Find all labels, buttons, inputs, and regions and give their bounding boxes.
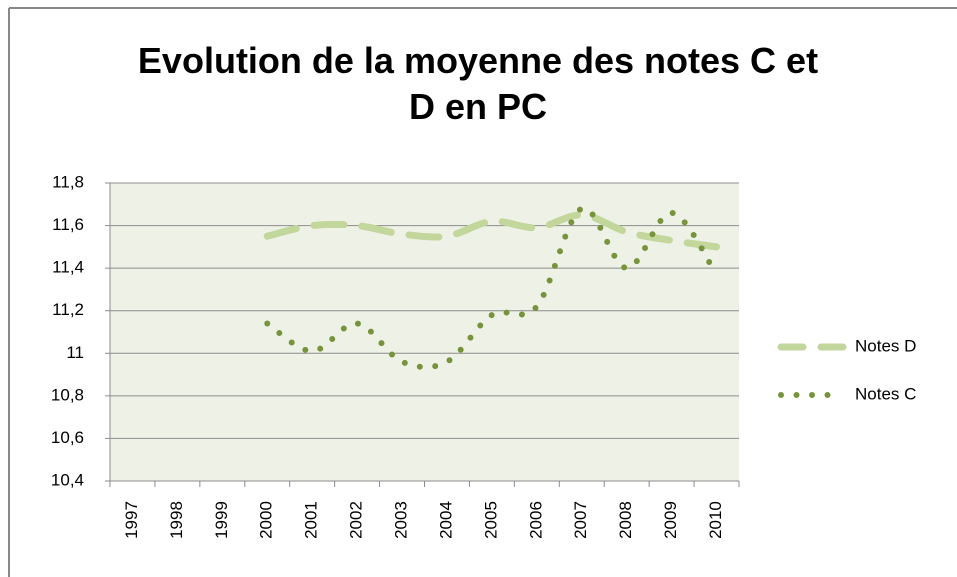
series-line xyxy=(264,205,720,371)
x-tick-label: 2008 xyxy=(616,501,635,539)
plot-area xyxy=(110,183,739,481)
x-tick-label: 2000 xyxy=(257,501,276,539)
y-tick-label: 11,2 xyxy=(52,300,84,319)
y-tick-label: 11,6 xyxy=(52,215,84,234)
x-tick-label: 2010 xyxy=(706,501,725,539)
y-tick-label: 11,8 xyxy=(52,172,84,191)
chart-title: Evolution de la moyenne des notes C et D… xyxy=(137,40,819,127)
x-tick-label: 2002 xyxy=(347,501,366,539)
y-tick-label: 10,8 xyxy=(51,385,84,404)
x-tick-label: 2005 xyxy=(481,501,500,539)
legend-label: Notes D xyxy=(855,336,916,355)
x-tick-label: 1999 xyxy=(212,501,231,539)
y-tick-label: 11 xyxy=(66,343,84,362)
legend-label: Notes C xyxy=(855,384,916,403)
x-tick-label: 2003 xyxy=(392,501,411,539)
x-tick-label: 2004 xyxy=(436,501,455,539)
x-tick-label: 2009 xyxy=(661,501,680,539)
x-tick-label: 1998 xyxy=(167,501,186,539)
series-line xyxy=(263,211,721,251)
x-tick-label: 2007 xyxy=(571,501,590,539)
x-tick-label: 2006 xyxy=(526,501,545,539)
y-tick-label: 10,4 xyxy=(51,470,84,489)
y-tick-label: 10,6 xyxy=(51,428,84,447)
x-tick-label: 2001 xyxy=(302,501,321,539)
x-tick-label: 1997 xyxy=(122,501,141,539)
y-tick-label: 11,4 xyxy=(52,258,84,277)
